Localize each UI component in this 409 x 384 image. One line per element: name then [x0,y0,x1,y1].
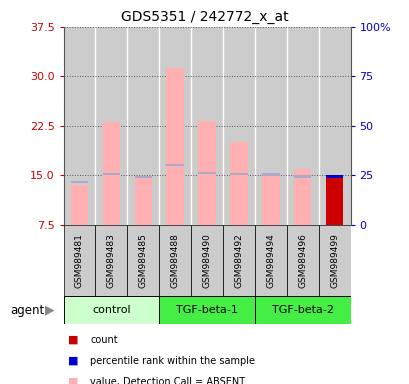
Bar [102,122,120,225]
Bar [286,225,318,296]
Bar [254,296,350,324]
Bar [95,27,127,225]
Text: value, Detection Call = ABSENT: value, Detection Call = ABSENT [90,377,245,384]
Text: agent: agent [10,304,45,316]
Text: ■: ■ [67,335,78,345]
Text: ■: ■ [67,377,78,384]
Bar [191,27,222,225]
Text: ■: ■ [67,356,78,366]
Bar [261,174,279,176]
Text: GSM989481: GSM989481 [75,233,84,288]
Bar [229,173,247,175]
Bar [70,180,88,183]
Bar [254,225,286,296]
Text: TGF-beta-1: TGF-beta-1 [176,305,237,315]
Text: GDS5351 / 242772_x_at: GDS5351 / 242772_x_at [121,10,288,23]
Text: GSM989485: GSM989485 [138,233,147,288]
Text: percentile rank within the sample: percentile rank within the sample [90,356,254,366]
Bar [134,176,152,178]
Bar [198,121,215,225]
Bar [63,225,95,296]
Text: count: count [90,335,117,345]
Bar [102,173,120,175]
Bar [159,225,191,296]
Text: GSM989490: GSM989490 [202,233,211,288]
Bar [95,225,127,296]
Bar [318,27,350,225]
Text: GSM989488: GSM989488 [170,233,179,288]
Bar [318,225,350,296]
Bar [254,27,286,225]
Text: GSM989492: GSM989492 [234,233,243,288]
Bar [325,175,343,178]
Bar [63,27,95,225]
Bar [198,172,215,174]
Bar [293,175,311,178]
Bar [293,169,311,225]
Bar [134,177,152,225]
Bar [127,225,159,296]
Text: TGF-beta-2: TGF-beta-2 [271,305,333,315]
Text: control: control [92,305,130,315]
Bar [222,225,254,296]
Bar [286,27,318,225]
Text: GSM989496: GSM989496 [297,233,306,288]
Bar [159,296,254,324]
Bar [166,164,184,167]
Bar [63,296,159,324]
Text: GSM989494: GSM989494 [266,233,275,288]
Bar [127,27,159,225]
Bar [325,179,343,225]
Bar [229,142,247,225]
Bar [191,225,222,296]
Bar [70,185,88,225]
Bar [222,27,254,225]
Text: GSM989499: GSM989499 [329,233,338,288]
Bar [159,27,191,225]
Bar [261,175,279,225]
Bar [166,68,184,225]
Text: GSM989483: GSM989483 [107,233,116,288]
Text: ▶: ▶ [45,304,54,316]
